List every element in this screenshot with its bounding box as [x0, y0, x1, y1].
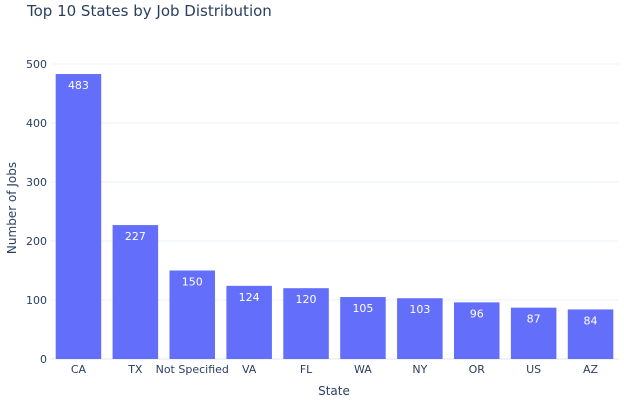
x-tick-label: TX [127, 363, 143, 376]
bar-va [226, 285, 272, 359]
y-tick-label: 400 [26, 117, 47, 130]
y-tick-label: 500 [26, 58, 47, 71]
x-tick-label: CA [71, 363, 87, 376]
x-axis-title: State [318, 384, 350, 398]
x-tick-label: NY [412, 363, 427, 376]
x-tick-label: US [526, 363, 541, 376]
bar-not-specified [169, 270, 216, 359]
y-tick-label: 300 [26, 176, 47, 189]
bar-value-label: 124 [239, 291, 260, 304]
x-tick-label: FL [300, 363, 313, 376]
x-tick-label: WA [354, 363, 372, 376]
bar-value-label: 103 [409, 303, 430, 316]
bars: 483 227 150 124 120 105 103 96 87 84 [55, 74, 614, 359]
y-tick-label: 200 [26, 235, 47, 248]
bar-wa [340, 297, 386, 359]
bar-value-label: 227 [125, 230, 146, 243]
bar-value-label: 150 [182, 276, 203, 289]
y-tick-labels: 0 100 200 300 400 500 [26, 58, 47, 366]
bar-az [567, 309, 614, 359]
bar-value-label: 87 [527, 313, 541, 326]
bar-us [510, 307, 557, 359]
bar-value-label: 96 [470, 307, 484, 320]
bar-value-label: 120 [296, 293, 317, 306]
bar-ca [55, 74, 102, 359]
x-tick-label: OR [469, 363, 486, 376]
x-tick-labels: CA TX Not Specified VA FL WA NY OR US AZ [71, 363, 599, 376]
x-tick-label: AZ [583, 363, 599, 376]
bar-value-label: 84 [584, 314, 598, 327]
bar-ny [397, 298, 443, 359]
chart-title: Top 10 States by Job Distribution [27, 2, 272, 20]
x-tick-label: Not Specified [156, 363, 229, 376]
bar-fl [283, 288, 329, 359]
y-axis-title: Number of Jobs [5, 162, 19, 254]
bar-or [453, 302, 500, 359]
y-tick-label: 100 [26, 294, 47, 307]
bar-value-label: 105 [352, 302, 373, 315]
bar-value-label: 483 [68, 79, 89, 92]
y-tick-label: 0 [40, 353, 47, 366]
bar-tx [112, 225, 159, 359]
x-tick-label: VA [242, 363, 257, 376]
